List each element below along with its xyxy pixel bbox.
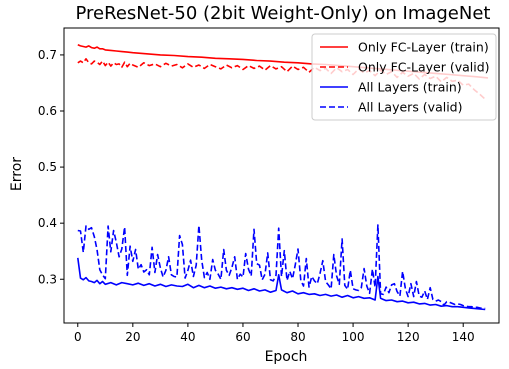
legend: Only FC-Layer (train) Only FC-Layer (vali… xyxy=(311,33,497,121)
y-tick-label: 0.7 xyxy=(38,48,57,62)
legend-label: All Layers (train) xyxy=(358,80,462,95)
y-tick-label: 0.4 xyxy=(38,216,57,230)
y-tick-label: 0.3 xyxy=(38,272,57,286)
x-tick-label: 20 xyxy=(125,330,140,344)
y-tick-label: 0.5 xyxy=(38,160,57,174)
x-tick-label: 100 xyxy=(342,330,365,344)
series-line-4 xyxy=(77,224,486,310)
y-tick-label: 0.6 xyxy=(38,104,57,118)
legend-label: Only FC-Layer (train) xyxy=(358,40,489,55)
legend-label: All Layers (valid) xyxy=(358,100,463,115)
x-tick-label: 140 xyxy=(452,330,475,344)
x-tick-label: 80 xyxy=(290,330,305,344)
x-tick-label: 120 xyxy=(397,330,420,344)
y-axis-title: Error xyxy=(9,157,25,191)
chart-title: PreResNet-50 (2bit Weight-Only) on Image… xyxy=(76,3,491,24)
x-tick-label: 0 xyxy=(74,330,82,344)
legend-label: Only FC-Layer (valid) xyxy=(358,60,490,75)
x-axis-title: Epoch xyxy=(265,349,308,365)
axes: 0 20 40 60 80 100 120 140 0.3 0.4 0.5 0.6 0.7 xyxy=(38,27,500,344)
x-tick-label: 40 xyxy=(180,330,195,344)
legend-box xyxy=(311,33,497,121)
series-line-3 xyxy=(77,257,486,311)
x-tick-label: 60 xyxy=(235,330,250,344)
plot-frame xyxy=(63,27,500,324)
